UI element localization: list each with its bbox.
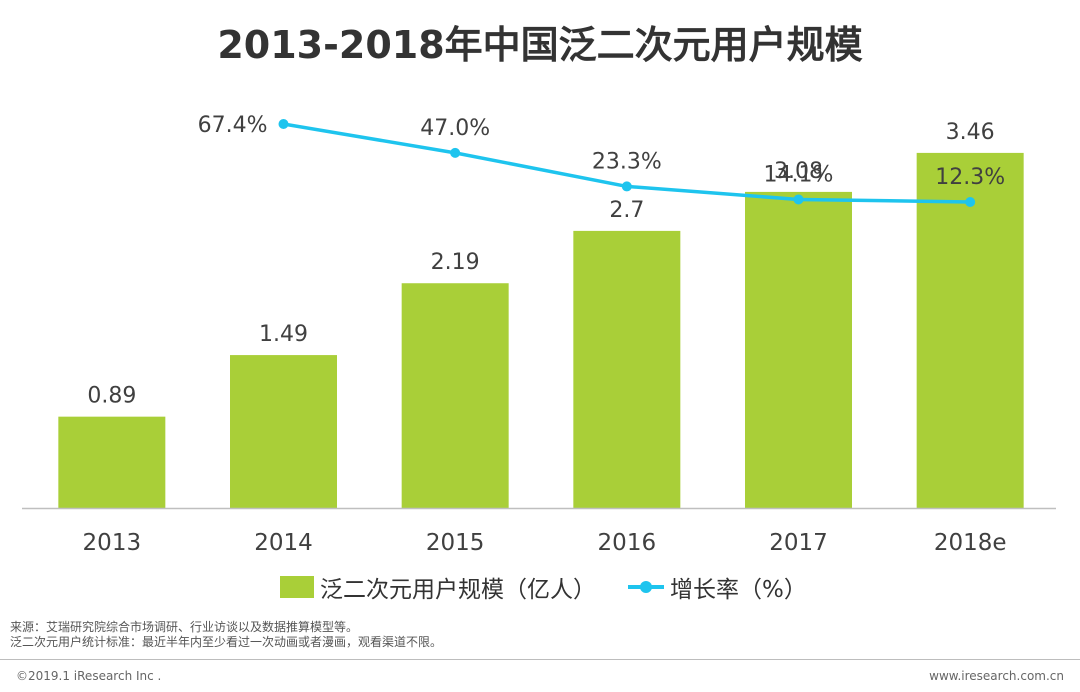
footer-website[interactable]: www.iresearch.com.cn [929,669,1064,683]
footer-copyright: ©2019.1 iResearch Inc . [16,669,162,683]
x-tick-2016: 2016 [598,530,657,556]
legend: 泛二次元用户规模（亿人） 增长率（%） [0,570,1080,604]
bar-label-2016: 2.7 [609,198,644,223]
growth-label-2017: 14.1% [764,162,834,187]
bar-2015 [401,283,509,508]
x-tick-2013: 2013 [83,530,142,556]
growth-point-2015 [450,147,461,158]
growth-point-2018e [965,197,976,207]
growth-label-2014: 67.4% [198,113,268,138]
legend-item-bar: 泛二次元用户规模（亿人） [280,570,596,604]
bar-label-2015: 2.19 [431,250,480,275]
legend-line-label: 增长率（%） [670,577,807,603]
growth-point-2014 [278,119,289,129]
growth-point-2016 [621,181,632,192]
definition-note: 泛二次元用户统计标准：最近半年内至少看过一次动画或者漫画，观看渠道不限。 [10,635,443,649]
footer-divider [0,659,1080,660]
x-tick-2015: 2015 [426,530,485,556]
source-note: 来源：艾瑞研究院综合市场调研、行业访谈以及数据推算模型等。 [10,620,359,634]
legend-item-line: 增长率（%） [628,570,807,604]
bar-label-2014: 1.49 [259,322,308,347]
bar-2013 [58,416,166,508]
bar-2017 [745,191,852,509]
x-tick-2014: 2014 [254,530,313,556]
chart-notes: 来源：艾瑞研究院综合市场调研、行业访谈以及数据推算模型等。 泛二次元用户统计标准… [10,620,442,650]
legend-line-swatch [628,581,664,593]
bar-2016 [573,230,681,509]
bar-label-2013: 0.89 [87,384,136,409]
growth-label-2016: 23.3% [592,149,662,174]
bar-2018e [916,152,1024,509]
growth-label-2018e: 12.3% [935,165,1005,190]
x-tick-2018e: 2018e [934,530,1007,556]
growth-point-2017 [793,194,804,205]
chart-plot: 0.89 1.49 2.19 2.7 3.08 3.46 2013 2014 2015 2016 2… [22,113,1056,556]
legend-bar-swatch [280,576,314,598]
x-tick-2017: 2017 [769,530,828,556]
bar-label-2018e: 3.46 [946,120,995,145]
bar-2014 [230,355,337,508]
legend-bar-label: 泛二次元用户规模（亿人） [320,577,596,603]
chart-title: 2013-2018年中国泛二次元用户规模 [217,23,863,67]
growth-label-2015: 47.0% [420,116,490,141]
bar-label-2017: 3.08 [774,159,823,184]
